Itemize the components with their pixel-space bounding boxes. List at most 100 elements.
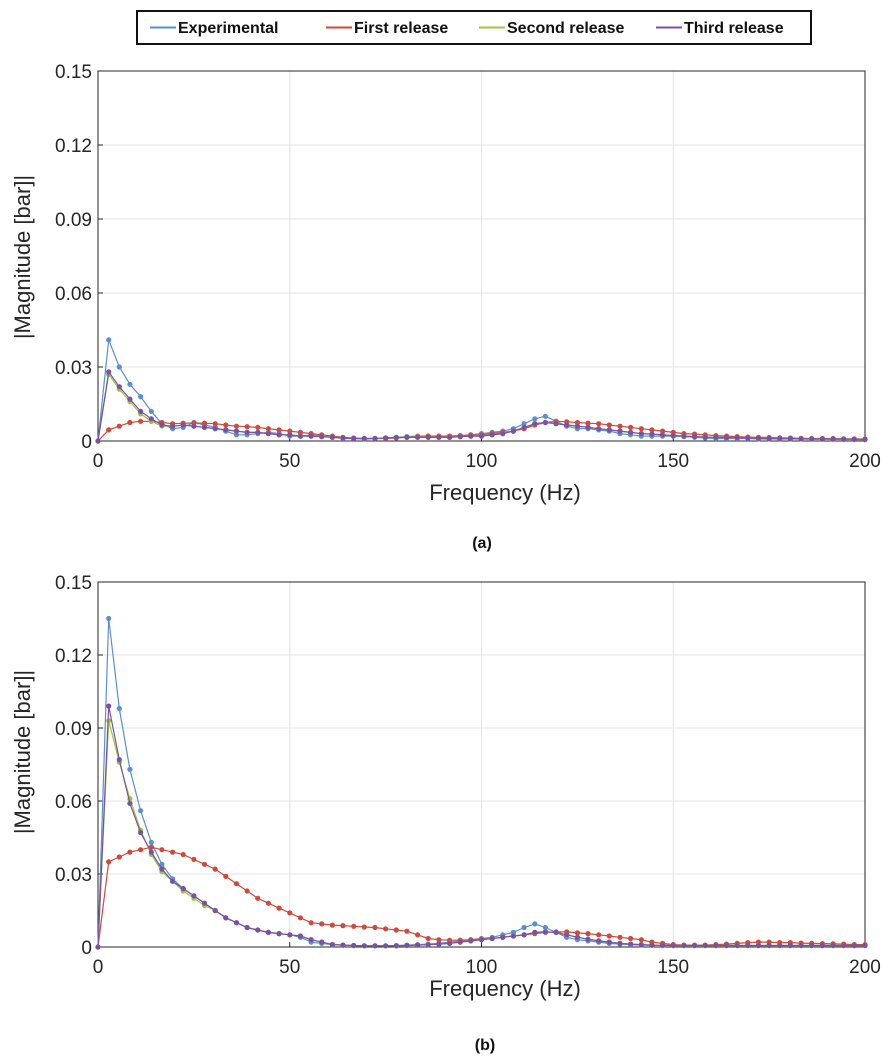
data-point — [265, 431, 271, 437]
data-point — [809, 942, 815, 949]
legend-label: Experimental — [178, 20, 278, 37]
data-point — [617, 423, 623, 429]
series-third-release — [95, 703, 868, 950]
y-tick-label: 0.15 — [55, 573, 92, 594]
data-point — [425, 434, 431, 440]
data-point — [457, 939, 463, 945]
data-point — [649, 427, 655, 433]
data-point — [649, 942, 655, 948]
data-point — [500, 431, 506, 437]
data-point — [180, 886, 186, 892]
data-point — [308, 920, 314, 926]
data-point — [596, 938, 602, 944]
data-point — [841, 942, 847, 949]
data-point — [489, 432, 495, 438]
data-point — [170, 423, 176, 429]
data-point — [319, 434, 325, 440]
data-point — [116, 705, 122, 712]
x-tick-label: 0 — [93, 451, 104, 472]
legend-entry-third-release: Third release — [656, 20, 784, 37]
data-point — [138, 408, 144, 414]
x-tick-label: 0 — [93, 957, 104, 978]
data-point — [617, 428, 623, 434]
data-point — [308, 433, 314, 439]
y-tick-label: 0.06 — [55, 284, 92, 305]
data-point — [372, 435, 378, 442]
data-point — [244, 924, 250, 931]
data-point — [255, 927, 261, 933]
data-point — [223, 873, 229, 880]
data-point — [127, 849, 133, 855]
data-point — [148, 849, 154, 855]
data-point — [585, 936, 591, 942]
y-tick-label: 0.09 — [55, 210, 92, 231]
data-point — [148, 839, 154, 846]
data-point — [692, 942, 698, 949]
plot-frame — [97, 70, 866, 442]
data-point — [393, 927, 399, 933]
data-point — [830, 942, 836, 949]
data-point — [116, 423, 122, 429]
data-point — [596, 421, 602, 427]
data-point — [436, 937, 442, 943]
data-point — [127, 800, 133, 807]
data-point — [383, 926, 389, 932]
data-point — [638, 426, 644, 432]
data-point — [255, 424, 261, 430]
data-point — [681, 942, 687, 949]
data-point — [755, 435, 762, 441]
data-point — [265, 900, 271, 906]
data-point — [148, 408, 154, 414]
data-point — [276, 427, 282, 433]
data-point — [106, 369, 112, 375]
data-point — [223, 915, 229, 921]
data-point — [638, 431, 644, 437]
y-tick-label: 0.09 — [55, 719, 92, 740]
data-point — [233, 428, 240, 434]
data-point — [723, 434, 730, 441]
data-point — [532, 929, 538, 936]
axes: 0 50 100 150 200 0 0.03 0.06 0.09 0.12 0.15 — [55, 573, 881, 978]
data-point — [468, 938, 474, 944]
series-third-release — [95, 369, 868, 444]
data-point — [713, 434, 719, 440]
data-point — [425, 942, 431, 948]
data-point — [798, 436, 804, 442]
data-point — [617, 940, 623, 947]
data-point — [766, 435, 772, 442]
data-point — [542, 924, 549, 931]
data-point — [116, 364, 122, 370]
data-point — [372, 943, 378, 949]
data-point — [660, 428, 666, 434]
data-point — [212, 426, 218, 432]
chart-panel-a: 0 50 100 150 200 0 0.03 0.06 0.09 0.12 0.15 Freque… — [10, 62, 881, 552]
data-point — [606, 933, 612, 939]
y-tick-label: 0.12 — [55, 646, 92, 667]
data-point — [532, 421, 538, 427]
x-tick-label: 50 — [279, 957, 300, 978]
data-point — [170, 878, 176, 884]
data-point — [777, 942, 783, 949]
data-point — [777, 435, 783, 442]
data-point — [180, 422, 186, 428]
data-point — [532, 416, 538, 422]
data-point — [692, 434, 698, 440]
data-point — [628, 941, 634, 947]
data-point — [521, 924, 527, 931]
data-point — [819, 436, 826, 442]
axes: 0 50 100 150 200 0 0.03 0.06 0.09 0.12 0.15 — [55, 62, 881, 472]
data-point — [638, 942, 644, 948]
data-point — [521, 421, 527, 427]
data-point — [287, 428, 293, 434]
legend-entry-second-release: Second release — [479, 20, 625, 37]
data-point — [787, 435, 794, 442]
x-tick-label: 200 — [849, 957, 881, 978]
data-point — [319, 921, 325, 927]
data-point — [489, 935, 495, 942]
data-point — [670, 433, 676, 439]
data-point — [574, 930, 581, 936]
data-point — [106, 703, 112, 709]
data-point — [415, 434, 421, 440]
data-point — [596, 426, 602, 432]
y-tick-label: 0.15 — [55, 62, 92, 83]
